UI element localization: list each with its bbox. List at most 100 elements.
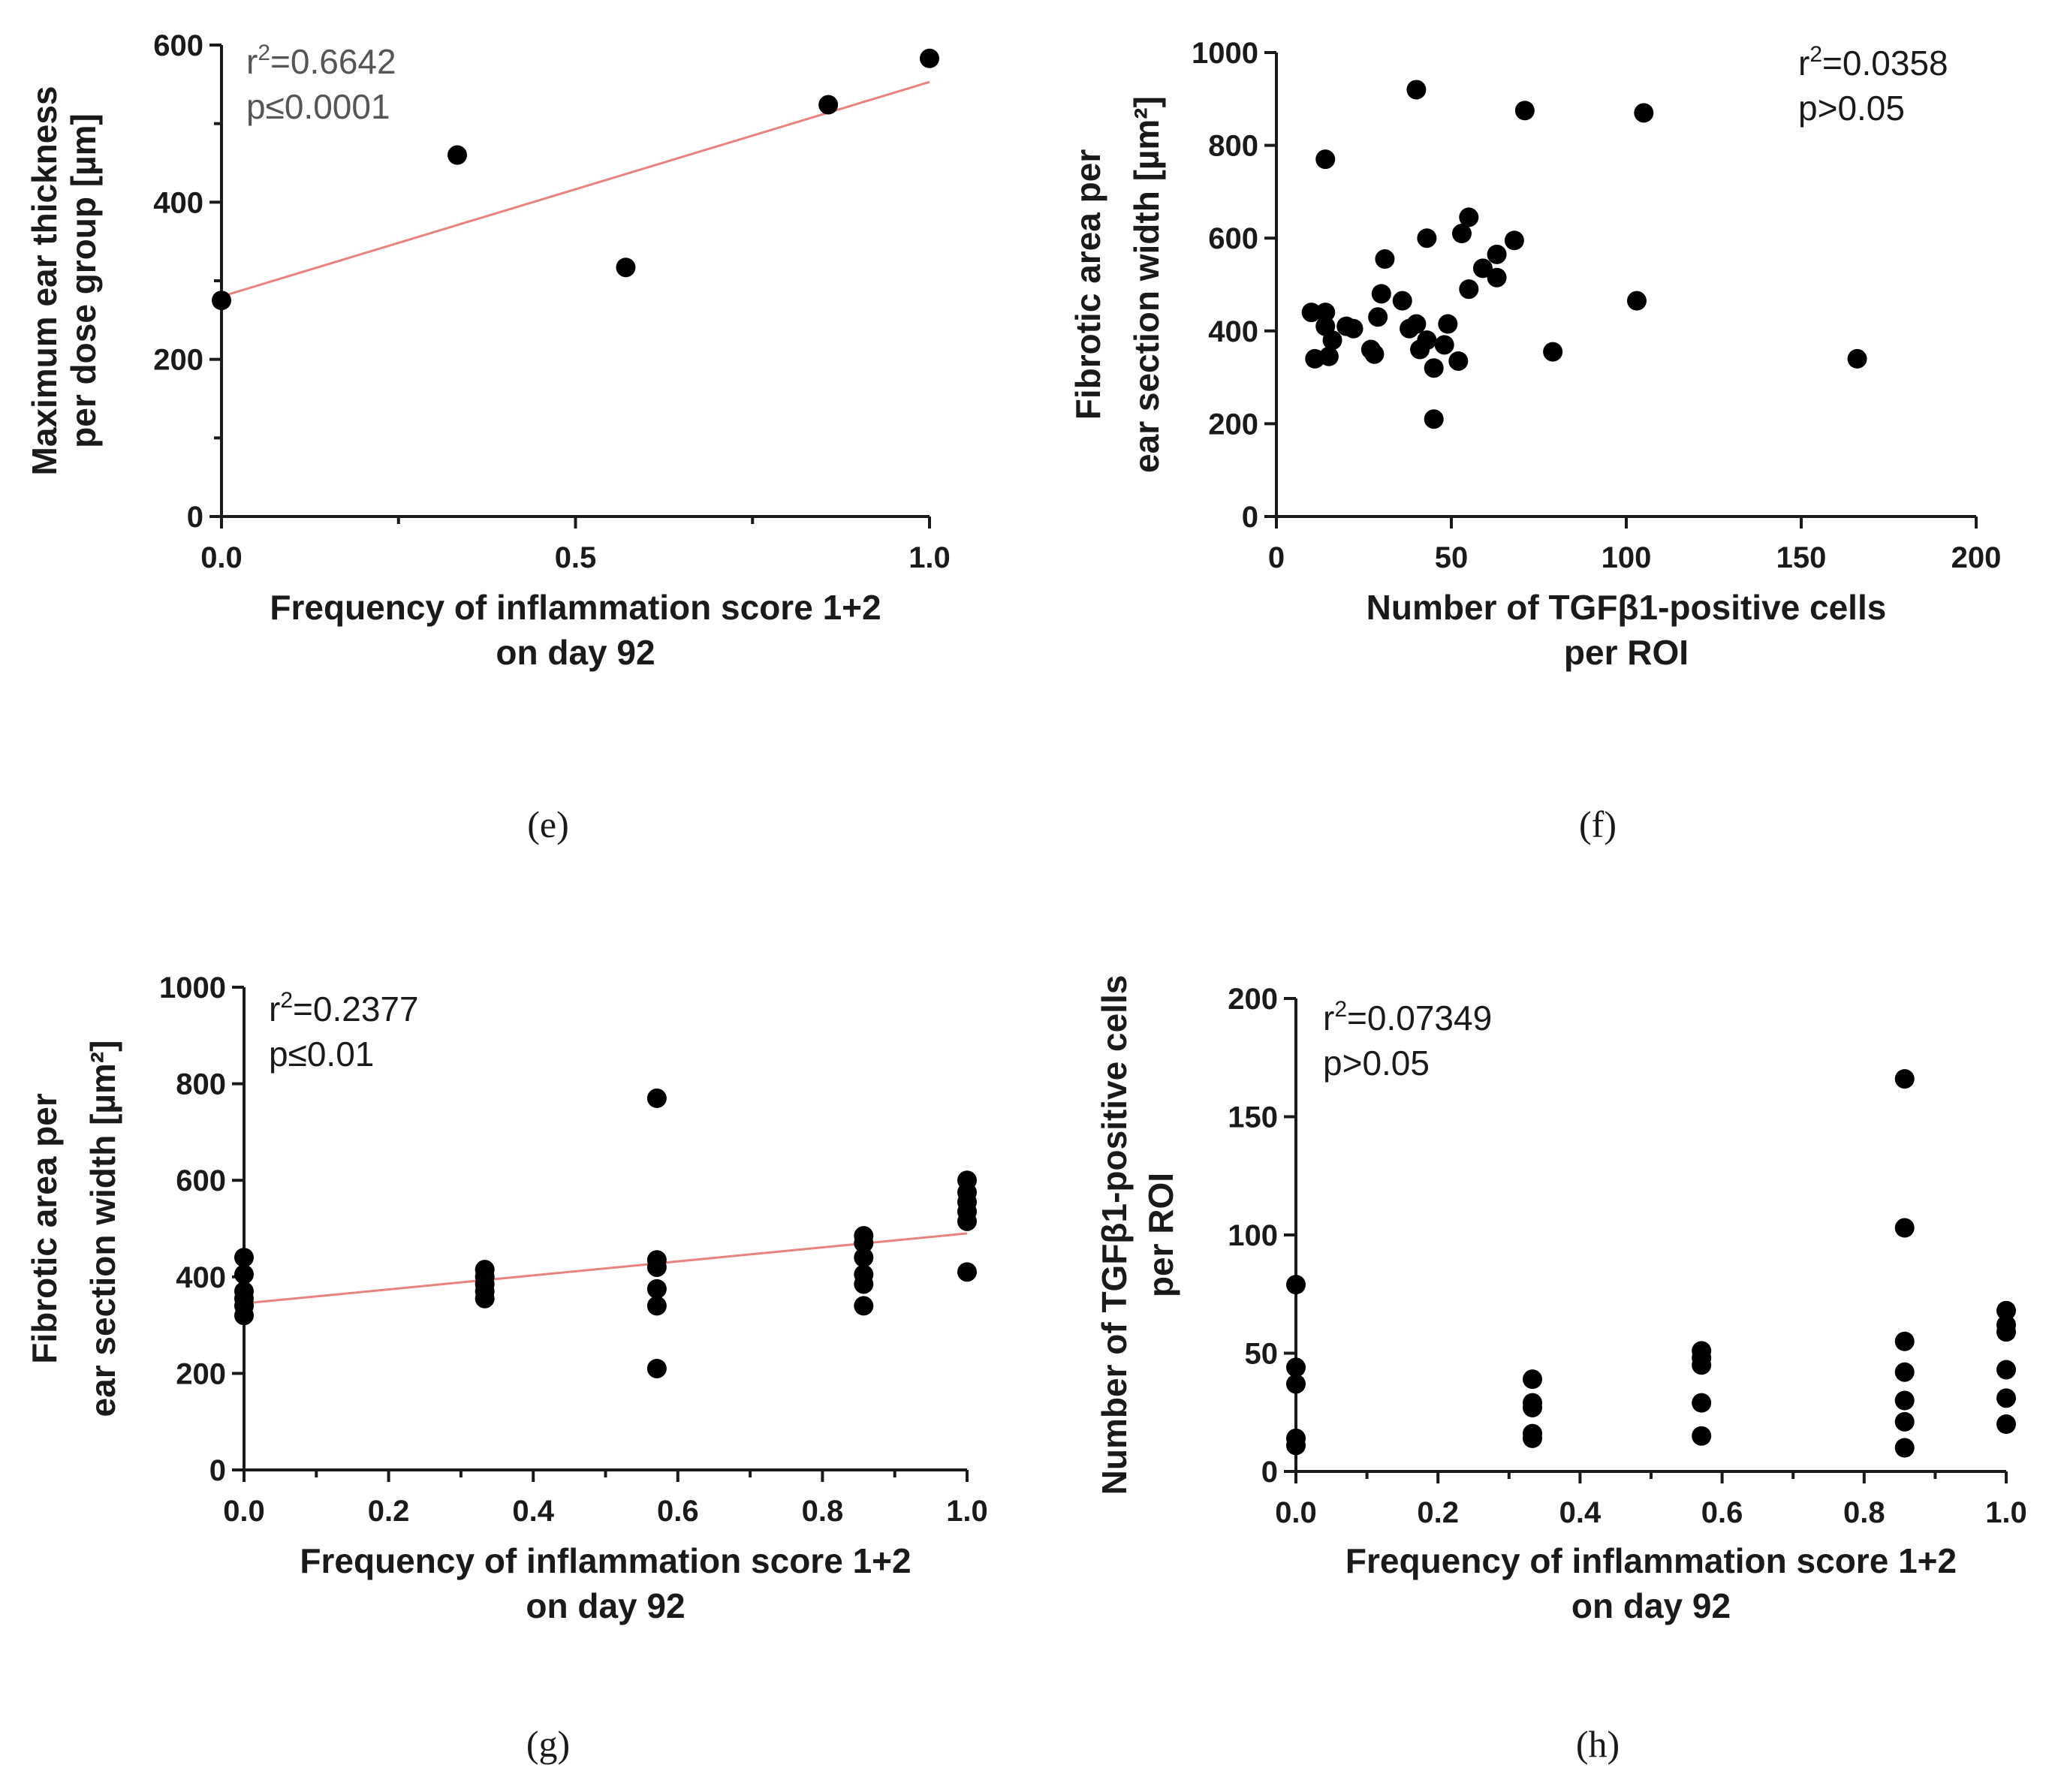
data-point — [1894, 1390, 1915, 1411]
y-tick-label: 200 — [153, 344, 203, 377]
data-point — [1523, 1397, 1543, 1417]
panel-caption: (f) — [1579, 803, 1617, 845]
data-point — [1996, 1322, 2016, 1342]
data-point — [1438, 314, 1458, 334]
x-tick-label: 0.8 — [802, 1495, 844, 1528]
x-axis-title-line: Frequency of inflammation score 1+2 — [270, 588, 881, 627]
data-point — [1523, 1428, 1543, 1448]
data-point — [1375, 249, 1395, 270]
data-point — [1406, 80, 1427, 100]
data-point — [234, 1248, 254, 1268]
x-tick-label: 1.0 — [908, 541, 951, 574]
x-tick-label: 0.0 — [223, 1495, 265, 1528]
r-squared-label: r2=0.0358 — [1798, 42, 1948, 83]
data-point — [1894, 1331, 1915, 1351]
y-tick-label: 0 — [209, 1454, 226, 1487]
data-point — [1692, 1426, 1712, 1446]
x-axis-title-line: Frequency of inflammation score 1+2 — [1345, 1541, 1957, 1580]
x-tick-label: 50 — [1435, 541, 1469, 574]
data-point — [1371, 284, 1391, 304]
data-point — [646, 1358, 667, 1378]
y-tick-label: 0 — [1242, 501, 1258, 534]
data-point — [1322, 330, 1342, 351]
y-tick-label: 200 — [1208, 408, 1258, 441]
data-point — [1343, 318, 1363, 339]
data-point — [1514, 101, 1535, 121]
data-point — [1894, 1069, 1915, 1089]
x-axis-title-line: on day 92 — [1571, 1586, 1731, 1625]
data-point — [212, 291, 231, 311]
y-tick-label: 800 — [176, 1068, 226, 1101]
data-point — [1406, 314, 1427, 334]
y-tick-label: 600 — [1208, 222, 1258, 255]
y-tick-label: 400 — [1208, 315, 1258, 348]
x-tick-label: 0 — [1268, 541, 1285, 574]
data-point — [1487, 244, 1507, 264]
y-tick-label: 600 — [153, 29, 203, 62]
y-axis-title-line: ear section width [µm²] — [1127, 96, 1166, 473]
y-tick-label: 400 — [153, 186, 203, 219]
data-point — [1692, 1393, 1712, 1413]
y-tick-label: 0 — [1261, 1456, 1278, 1489]
data-point — [1459, 207, 1479, 227]
data-point — [854, 1274, 874, 1294]
y-axis-title-line: ear section width [µm²] — [83, 1041, 122, 1417]
data-point — [234, 1264, 254, 1285]
data-point — [1424, 409, 1444, 429]
data-point — [1847, 348, 1867, 369]
y-tick-label: 200 — [1228, 983, 1278, 1016]
panel-g-scatter-chart: 0 200 400 600 800 1000 0.0 0.2 0.4 0.6 0.8 1.0 Frequ… — [25, 971, 988, 1765]
x-axis-title-line: Number of TGFβ1-positive cells — [1367, 588, 1887, 627]
p-value-label: p>0.05 — [1323, 1044, 1430, 1083]
x-tick-label: 100 — [1602, 541, 1652, 574]
y-tick-label: 800 — [1208, 130, 1258, 163]
data-point — [1286, 1374, 1306, 1394]
y-axis-title-line: Maximum ear thickness — [25, 86, 64, 475]
y-axis-title-line: per dose group [µm] — [64, 113, 103, 448]
data-point — [1286, 1275, 1306, 1295]
data-point — [1368, 307, 1388, 327]
data-point — [1894, 1438, 1915, 1458]
y-tick-label: 150 — [1228, 1101, 1278, 1134]
y-tick-label: 400 — [176, 1261, 226, 1294]
x-tick-label: 0.5 — [555, 541, 597, 574]
data-point — [1315, 303, 1336, 323]
data-point — [1996, 1300, 2016, 1321]
p-value-label: p≤0.01 — [269, 1035, 374, 1074]
data-point — [646, 1088, 667, 1108]
y-axis-title-line: per ROI — [1141, 1173, 1180, 1297]
x-tick-label: 0.4 — [512, 1495, 554, 1528]
x-tick-label: 0.0 — [1275, 1496, 1317, 1529]
x-tick-label: 0.6 — [1701, 1496, 1743, 1529]
data-point — [1286, 1435, 1306, 1456]
data-point — [646, 1257, 667, 1277]
y-tick-label: 1000 — [1192, 37, 1258, 70]
data-point — [1451, 224, 1472, 244]
data-point — [1417, 330, 1437, 351]
x-axis-title-line: on day 92 — [526, 1586, 685, 1625]
data-point — [1417, 228, 1437, 248]
y-axis-title-line: Number of TGFβ1-positive cells — [1095, 975, 1134, 1495]
panel-f-scatter-chart: 0 200 400 600 800 1000 0 50 100 150 200 Number of T… — [1068, 37, 2001, 845]
data-point — [818, 95, 839, 115]
data-point — [1487, 267, 1507, 288]
regression-line — [243, 1232, 968, 1305]
data-point — [1472, 258, 1493, 279]
regression-line — [221, 80, 930, 298]
data-point — [234, 1306, 254, 1326]
data-point — [854, 1296, 874, 1316]
y-axis-title-line: Fibrotic area per — [25, 1093, 64, 1364]
data-point — [1523, 1369, 1543, 1390]
y-tick-label: 200 — [176, 1357, 226, 1390]
p-value-label: p≤0.0001 — [246, 87, 390, 126]
x-tick-label: 0.4 — [1559, 1496, 1602, 1529]
y-tick-label: 600 — [176, 1164, 226, 1197]
data-point — [854, 1233, 874, 1253]
data-point — [1424, 358, 1444, 378]
y-tick-label: 100 — [1228, 1219, 1278, 1252]
data-point — [957, 1262, 977, 1282]
y-tick-label: 1000 — [159, 971, 226, 1004]
x-axis-title-line: per ROI — [1564, 633, 1689, 672]
data-point — [1315, 149, 1336, 170]
